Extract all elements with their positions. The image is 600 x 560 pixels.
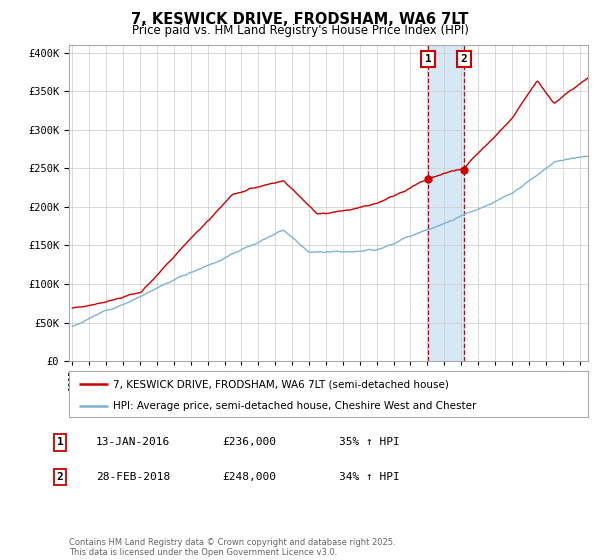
Text: 1: 1: [56, 437, 64, 447]
Text: 28-FEB-2018: 28-FEB-2018: [96, 472, 170, 482]
Text: 7, KESWICK DRIVE, FRODSHAM, WA6 7LT: 7, KESWICK DRIVE, FRODSHAM, WA6 7LT: [131, 12, 469, 27]
Bar: [428, 45, 464, 361]
Text: HPI: Average price, semi-detached house, Cheshire West and Chester: HPI: Average price, semi-detached house,…: [113, 401, 476, 410]
Text: Price paid vs. HM Land Registry's House Price Index (HPI): Price paid vs. HM Land Registry's House …: [131, 24, 469, 36]
Text: 35% ↑ HPI: 35% ↑ HPI: [339, 437, 400, 447]
Text: 34% ↑ HPI: 34% ↑ HPI: [339, 472, 400, 482]
Text: 2: 2: [56, 472, 64, 482]
Text: 2: 2: [461, 54, 467, 64]
Text: 1: 1: [425, 54, 431, 64]
Text: 7, KESWICK DRIVE, FRODSHAM, WA6 7LT (semi-detached house): 7, KESWICK DRIVE, FRODSHAM, WA6 7LT (sem…: [113, 379, 449, 389]
Text: £236,000: £236,000: [222, 437, 276, 447]
Text: 13-JAN-2016: 13-JAN-2016: [96, 437, 170, 447]
Text: £248,000: £248,000: [222, 472, 276, 482]
Text: Contains HM Land Registry data © Crown copyright and database right 2025.
This d: Contains HM Land Registry data © Crown c…: [69, 538, 395, 557]
